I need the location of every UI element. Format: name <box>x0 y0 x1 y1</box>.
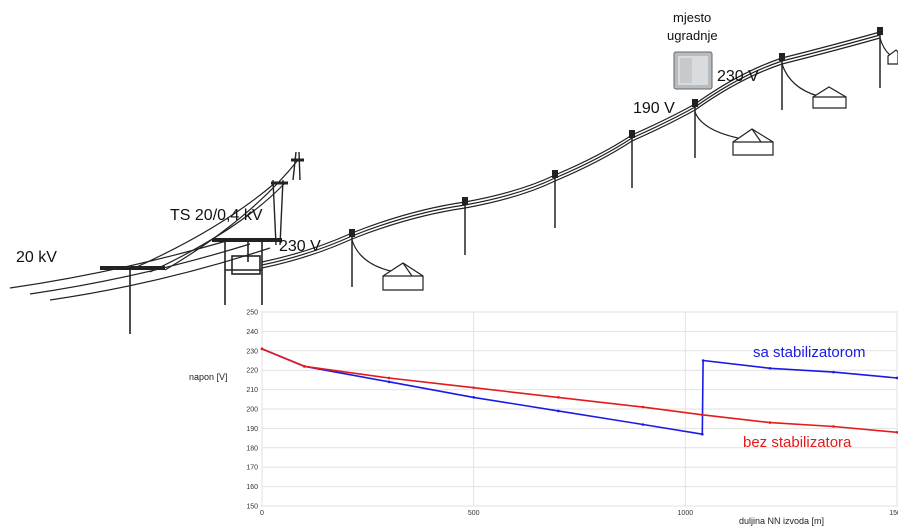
hv-tower <box>271 151 304 246</box>
y-tick-label: 200 <box>246 407 258 414</box>
lv-wire <box>261 103 696 263</box>
series-point <box>472 386 475 389</box>
series-point <box>641 405 645 409</box>
y-tick-label: 170 <box>246 465 258 472</box>
series-point <box>701 359 705 362</box>
install-label-line1: mjesto <box>673 10 711 25</box>
label-20kv: 20 kV <box>16 249 57 266</box>
series-label-bez-stabilizatora: bez stabilizatora <box>743 434 852 451</box>
y-tick-label: 250 <box>246 310 258 317</box>
series-point <box>387 376 391 380</box>
chart-grid <box>261 311 898 507</box>
x-tick-label: 500 <box>468 510 480 517</box>
hv-wire <box>29 243 251 295</box>
series-point <box>700 413 704 417</box>
y-tick-label: 190 <box>246 426 258 433</box>
voltage-chart: 150 160 170 180 190 200 210 220 230 240 250 0 500 10… <box>189 310 898 526</box>
series-point <box>768 366 772 370</box>
series-point <box>303 365 306 368</box>
house-icon <box>812 86 847 109</box>
series-point <box>700 432 704 436</box>
hv-pole <box>100 266 165 334</box>
x-tick-label: 1500 <box>889 510 898 517</box>
series-line-1 <box>261 348 898 434</box>
hv-wire <box>164 159 299 271</box>
series-point <box>832 370 835 374</box>
label-230v-ts: 230 V <box>279 238 321 255</box>
install-label-line2: ugradnje <box>667 28 718 43</box>
hv-wire <box>129 182 276 271</box>
x-tick-labels: 0 500 1000 1500 <box>260 510 898 517</box>
series-point <box>557 409 560 413</box>
service-drop <box>694 111 739 139</box>
y-tick-label: 180 <box>246 445 258 452</box>
series-point <box>387 380 391 384</box>
y-tick-labels: 150 160 170 180 190 200 210 220 230 240 250 <box>246 310 258 511</box>
house-icon <box>382 262 424 291</box>
lv-pole-insulators <box>349 27 883 237</box>
label-190v: 190 V <box>633 100 675 117</box>
chart-series <box>260 347 898 436</box>
series-label-sa-stabilizatorom: sa stabilizatorom <box>753 344 866 361</box>
transformer-station <box>212 238 282 305</box>
y-axis-label: napon [V] <box>189 372 228 382</box>
stabilizer-icon <box>673 51 713 90</box>
y-tick-label: 210 <box>246 387 258 394</box>
y-tick-label: 150 <box>246 504 258 511</box>
house-icon <box>732 128 774 156</box>
series-point <box>895 376 898 380</box>
house-icon <box>887 49 898 65</box>
y-tick-label: 160 <box>246 484 258 491</box>
y-tick-label: 240 <box>246 329 258 336</box>
x-tick-label: 0 <box>260 510 264 517</box>
power-line-illustration <box>9 27 895 334</box>
x-axis-label: duljina NN izvoda [m] <box>739 516 824 526</box>
series-point <box>557 396 560 399</box>
service-drop <box>781 63 819 97</box>
series-point <box>641 423 645 426</box>
label-230v-after: 230 V <box>717 68 759 85</box>
series-point <box>832 425 835 428</box>
service-drop <box>351 239 396 273</box>
y-tick-label: 220 <box>246 368 258 375</box>
series-point <box>472 396 475 399</box>
label-ts: TS 20/0,4 kV <box>170 207 263 224</box>
series-point <box>260 347 264 351</box>
series-point <box>768 421 772 424</box>
lv-poles <box>351 30 881 287</box>
series-point <box>895 430 898 434</box>
x-tick-label: 1000 <box>678 510 694 517</box>
y-tick-label: 230 <box>246 348 258 355</box>
